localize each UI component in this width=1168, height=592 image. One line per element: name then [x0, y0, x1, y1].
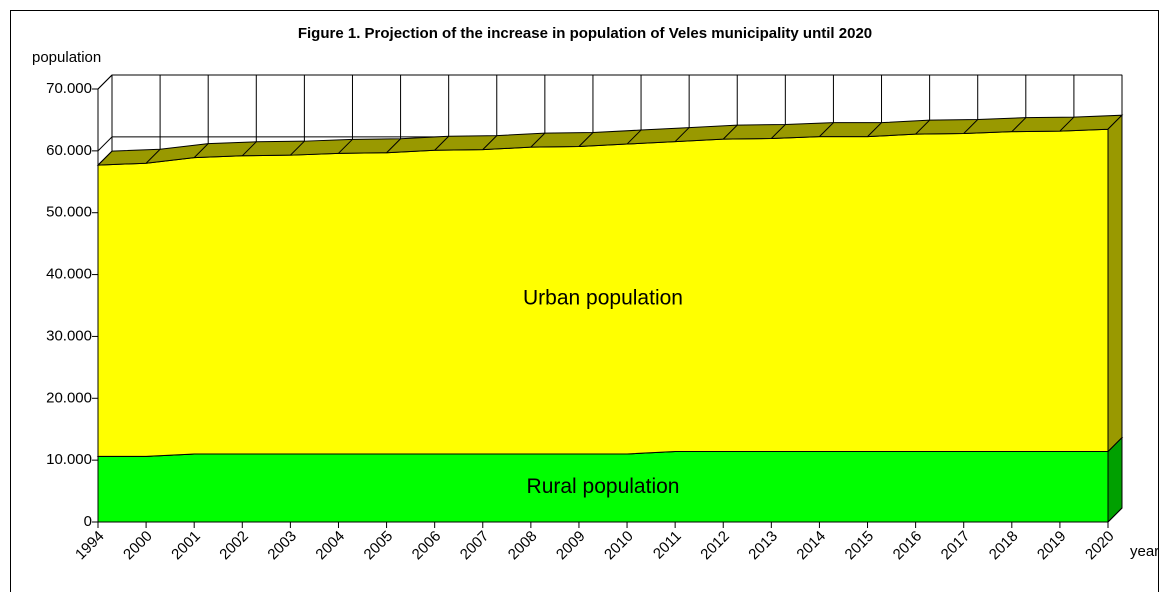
area-top-edge — [1011, 117, 1027, 133]
series-label: Rural population — [527, 475, 680, 498]
area-top-edge — [1059, 116, 1075, 132]
area-top-edge — [963, 119, 979, 134]
grid-line-depth — [97, 136, 113, 152]
x-axis-label: year — [1130, 543, 1159, 560]
y-axis-label: population — [32, 49, 101, 66]
x-axis-depth — [1107, 507, 1123, 523]
y-tick-label: 50.000 — [46, 204, 92, 221]
series-label: Urban population — [523, 287, 683, 310]
area-top-edge — [674, 127, 690, 142]
area-top-edge — [193, 143, 209, 159]
area-top-edge — [770, 124, 786, 139]
y-tick-label: 30.000 — [46, 327, 92, 344]
area-top-edge — [530, 132, 546, 148]
y-axis-depth — [97, 74, 113, 90]
area-top-edge — [145, 148, 161, 164]
area-top-edge — [578, 132, 594, 147]
area-top-edge — [626, 129, 642, 145]
area-top-edge — [434, 135, 450, 151]
area-top-edge — [338, 138, 353, 154]
area-top-edge — [482, 135, 498, 150]
y-tick-label: 0 — [84, 513, 92, 530]
area-top-edge — [386, 138, 401, 154]
y-tick-label: 60.000 — [46, 142, 92, 159]
area-top-edge — [915, 119, 930, 135]
y-tick-label: 10.000 — [46, 451, 92, 468]
area-top-edge — [97, 150, 113, 166]
y-tick-label: 40.000 — [46, 266, 92, 283]
area-top-edge — [290, 140, 305, 156]
area-side — [1107, 436, 1123, 524]
y-tick-label: 20.000 — [46, 389, 92, 406]
area-top-edge — [241, 141, 257, 157]
area-side — [1107, 114, 1123, 453]
area-top-edge — [722, 124, 738, 140]
area-top-edge — [867, 122, 882, 137]
y-tick-label: 70.000 — [46, 80, 92, 97]
chart-title: Figure 1. Projection of the increase in … — [298, 25, 872, 42]
area-top-edge — [819, 122, 834, 137]
